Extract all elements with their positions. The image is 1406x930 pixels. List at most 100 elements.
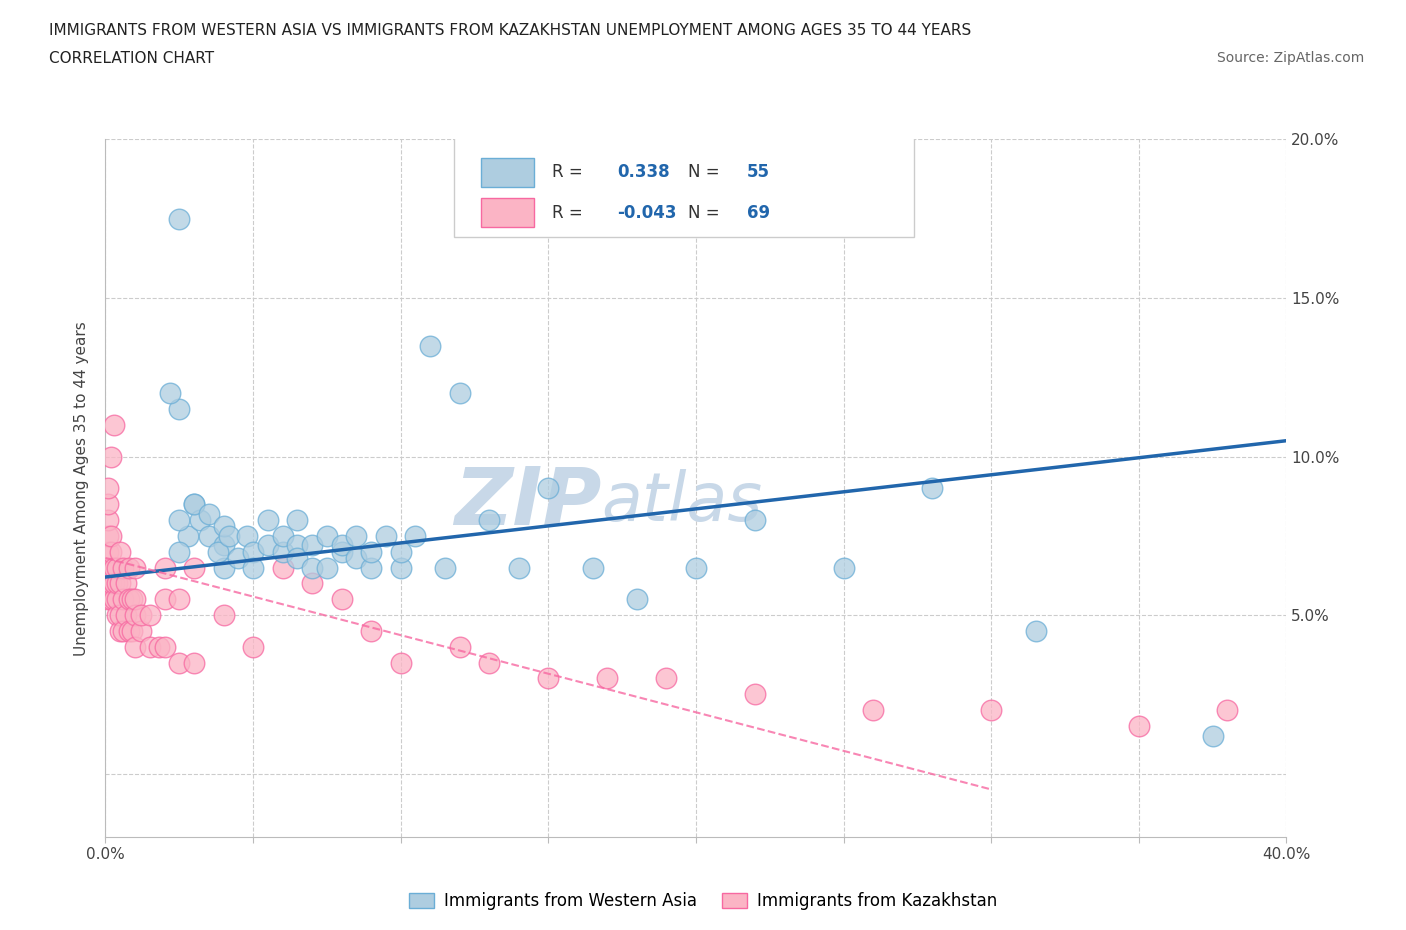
Point xyxy=(537,671,560,686)
Legend: Immigrants from Western Asia, Immigrants from Kazakhstan: Immigrants from Western Asia, Immigrants… xyxy=(402,885,1004,917)
Point xyxy=(218,528,240,543)
Point xyxy=(449,386,471,401)
Text: R =: R = xyxy=(553,204,582,221)
Point xyxy=(124,591,146,606)
Point xyxy=(1201,728,1223,743)
Point xyxy=(315,528,337,543)
Text: 55: 55 xyxy=(747,164,769,181)
Point xyxy=(980,703,1002,718)
Point xyxy=(832,560,855,575)
Point xyxy=(97,497,120,512)
Point xyxy=(242,639,264,654)
Point xyxy=(405,528,427,543)
Point xyxy=(374,528,398,543)
Point xyxy=(169,591,191,606)
Point xyxy=(159,386,181,401)
Point xyxy=(271,544,294,559)
Point xyxy=(360,560,382,575)
Point xyxy=(105,591,128,606)
Point xyxy=(103,418,125,432)
Point xyxy=(478,512,501,527)
Point xyxy=(346,551,368,565)
Point xyxy=(105,560,128,575)
Point xyxy=(100,591,122,606)
FancyBboxPatch shape xyxy=(481,198,534,228)
Point xyxy=(110,544,132,559)
Text: CORRELATION CHART: CORRELATION CHART xyxy=(49,51,214,66)
Point xyxy=(330,591,353,606)
Point xyxy=(449,639,471,654)
Point xyxy=(271,528,294,543)
Point xyxy=(169,655,191,670)
Point xyxy=(129,623,152,638)
Point xyxy=(744,687,766,702)
Point xyxy=(110,576,132,591)
Point xyxy=(100,560,122,575)
Point xyxy=(110,623,132,638)
Point xyxy=(1024,623,1046,638)
Point xyxy=(655,671,678,686)
Point xyxy=(256,512,278,527)
Point xyxy=(236,528,259,543)
Point xyxy=(153,560,176,575)
Point xyxy=(287,512,309,527)
Point xyxy=(301,560,323,575)
Point xyxy=(100,528,122,543)
Point xyxy=(301,538,323,552)
Point xyxy=(118,591,141,606)
Point xyxy=(100,576,122,591)
Point xyxy=(434,560,457,575)
Point xyxy=(287,538,309,552)
Point xyxy=(330,544,353,559)
Point xyxy=(97,481,120,496)
Point xyxy=(685,560,707,575)
Point xyxy=(97,528,120,543)
FancyBboxPatch shape xyxy=(481,157,534,187)
Point xyxy=(419,339,441,353)
Text: 69: 69 xyxy=(747,204,770,221)
Point xyxy=(242,560,264,575)
Point xyxy=(183,560,205,575)
Point xyxy=(100,449,122,464)
Text: N =: N = xyxy=(688,164,720,181)
Point xyxy=(124,639,146,654)
Point xyxy=(921,481,943,496)
Text: 0.338: 0.338 xyxy=(617,164,669,181)
Point xyxy=(360,544,382,559)
Point xyxy=(256,538,278,552)
Point xyxy=(169,544,191,559)
Text: ZIP: ZIP xyxy=(454,463,602,541)
Point xyxy=(115,607,138,622)
Point xyxy=(212,560,235,575)
Point xyxy=(1128,719,1150,734)
Point xyxy=(97,560,120,575)
Point xyxy=(138,607,162,622)
Point xyxy=(118,623,141,638)
Point xyxy=(138,639,162,654)
Point xyxy=(112,591,135,606)
Point xyxy=(183,497,205,512)
Text: atlas: atlas xyxy=(602,470,762,535)
Text: Source: ZipAtlas.com: Source: ZipAtlas.com xyxy=(1216,51,1364,65)
Text: N =: N = xyxy=(688,204,720,221)
Point xyxy=(112,623,135,638)
Point xyxy=(103,560,125,575)
Point xyxy=(103,576,125,591)
Point xyxy=(389,655,412,670)
Point xyxy=(169,402,191,417)
Point xyxy=(207,544,229,559)
Point xyxy=(105,607,128,622)
Point xyxy=(177,528,200,543)
Point xyxy=(124,607,146,622)
Point xyxy=(153,639,176,654)
Point xyxy=(287,551,309,565)
Point xyxy=(626,591,648,606)
Point xyxy=(596,671,619,686)
Point xyxy=(105,576,128,591)
Point xyxy=(115,576,138,591)
Point xyxy=(389,560,412,575)
Point xyxy=(183,655,205,670)
Point xyxy=(330,538,353,552)
Point xyxy=(360,623,382,638)
Point xyxy=(129,607,152,622)
